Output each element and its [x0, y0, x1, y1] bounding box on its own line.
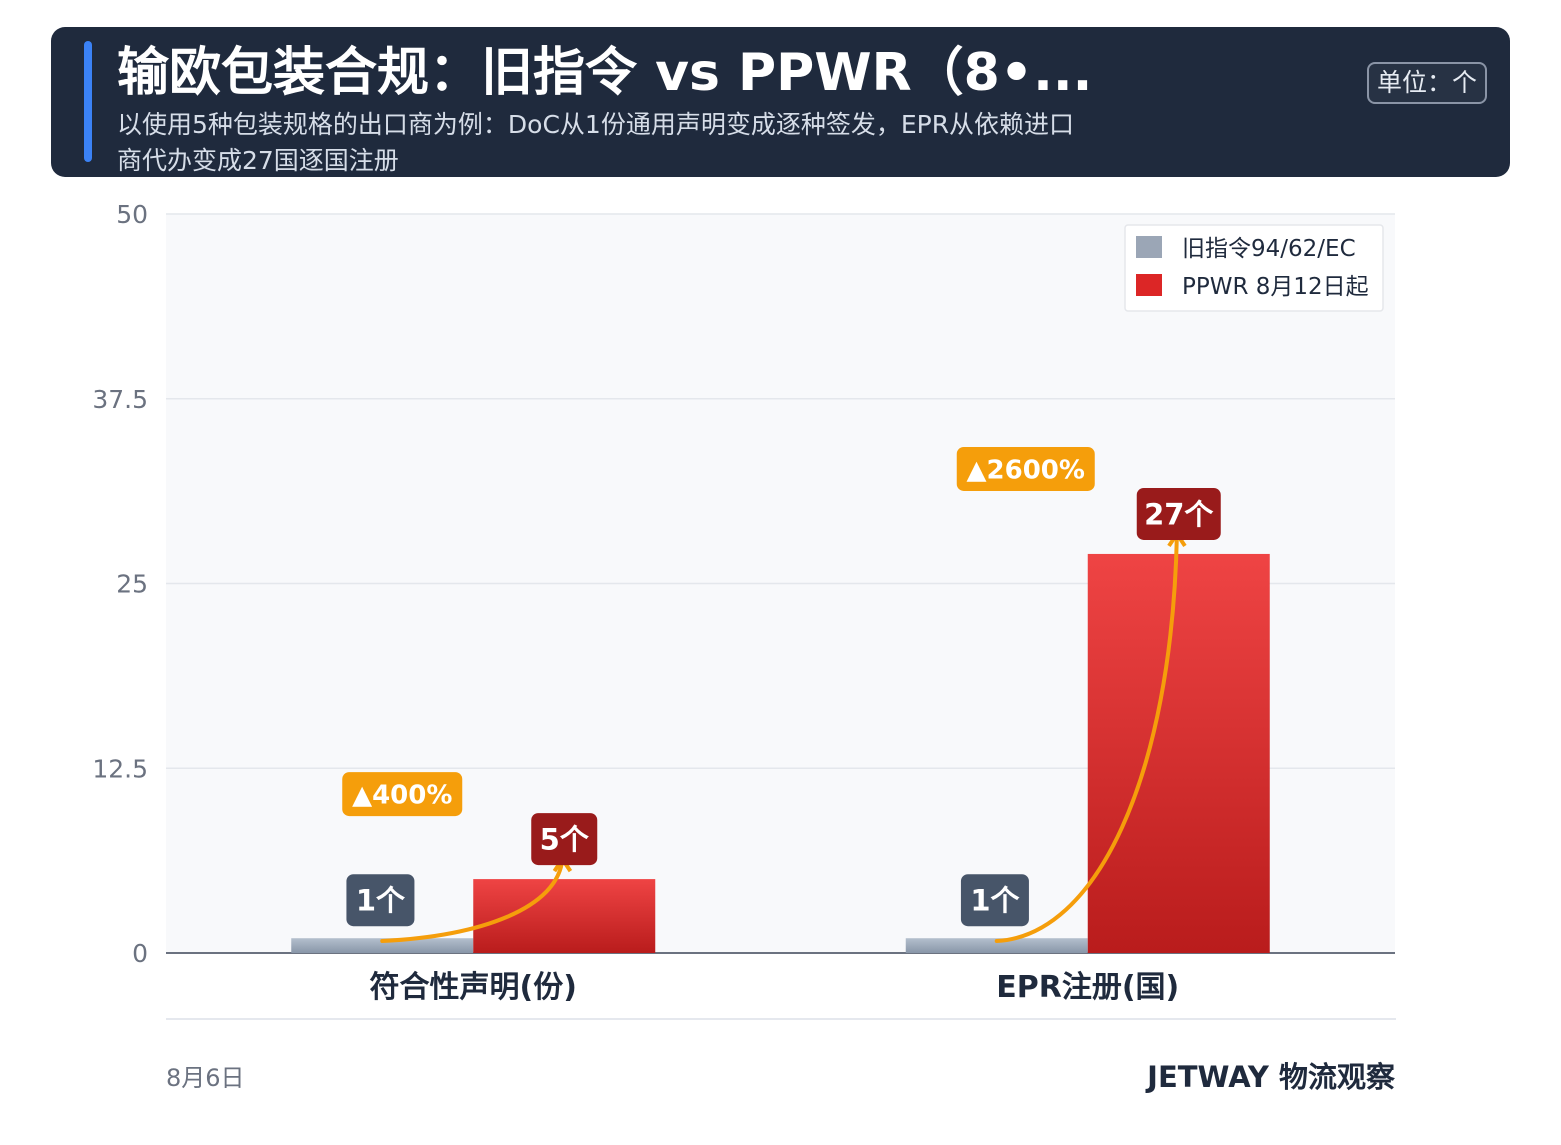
footer-brand: JETWAY 物流观察 — [1147, 1060, 1395, 1094]
footer-date: 8月6日 — [166, 1064, 245, 1092]
change-badge-bg — [956, 446, 1095, 491]
y-tick-label: 12.5 — [92, 754, 148, 783]
legend-swatch — [1136, 274, 1162, 296]
value-label-ppwr-bg — [531, 813, 598, 866]
bar-old-directive — [905, 938, 1088, 953]
x-tick-label: 符合性声明(份) — [370, 970, 577, 1005]
legend-swatch — [1136, 236, 1162, 258]
header-banner: 输欧包装合规：旧指令 vs PPWR（8•... 以使用5种包装规格的出口商为例… — [51, 27, 1510, 177]
legend-label: PPWR 8月12日起 — [1182, 274, 1369, 300]
value-label-old-bg — [960, 874, 1029, 927]
footer-divider — [166, 1018, 1396, 1020]
value-label-ppwr-bg — [1136, 487, 1221, 540]
change-badge: ▲400% — [352, 780, 452, 810]
y-tick-label: 0 — [132, 939, 148, 968]
accent-bar — [84, 41, 92, 162]
bar-old-directive — [291, 938, 474, 953]
x-tick-label: EPR注册(国) — [996, 970, 1179, 1005]
unit-badge: 单位：个 — [1367, 62, 1487, 104]
chart-subtitle: 以使用5种包装规格的出口商为例：DoC从1份通用声明变成逐种签发，EPR从依赖进… — [117, 110, 1075, 175]
y-tick-label: 37.5 — [92, 385, 148, 414]
chart-title: 输欧包装合规：旧指令 vs PPWR（8•... — [117, 43, 1093, 103]
value-label-old: 1个 — [356, 884, 406, 918]
change-badge: ▲2600% — [967, 455, 1085, 485]
y-tick-label: 25 — [116, 570, 148, 599]
bar-ppwr — [1087, 553, 1270, 953]
value-label-old: 1个 — [970, 884, 1020, 918]
growth-arrow — [380, 857, 565, 943]
legend-label: 旧指令94/62/EC — [1182, 236, 1356, 262]
legend-box — [1124, 224, 1384, 312]
change-badge-bg — [342, 772, 463, 817]
value-label-old-bg — [346, 874, 415, 927]
bar-ppwr — [473, 879, 656, 953]
y-tick-label: 50 — [116, 200, 148, 229]
growth-arrow — [994, 531, 1179, 943]
value-label-ppwr: 5个 — [540, 823, 590, 857]
value-label-ppwr: 27个 — [1144, 497, 1214, 531]
